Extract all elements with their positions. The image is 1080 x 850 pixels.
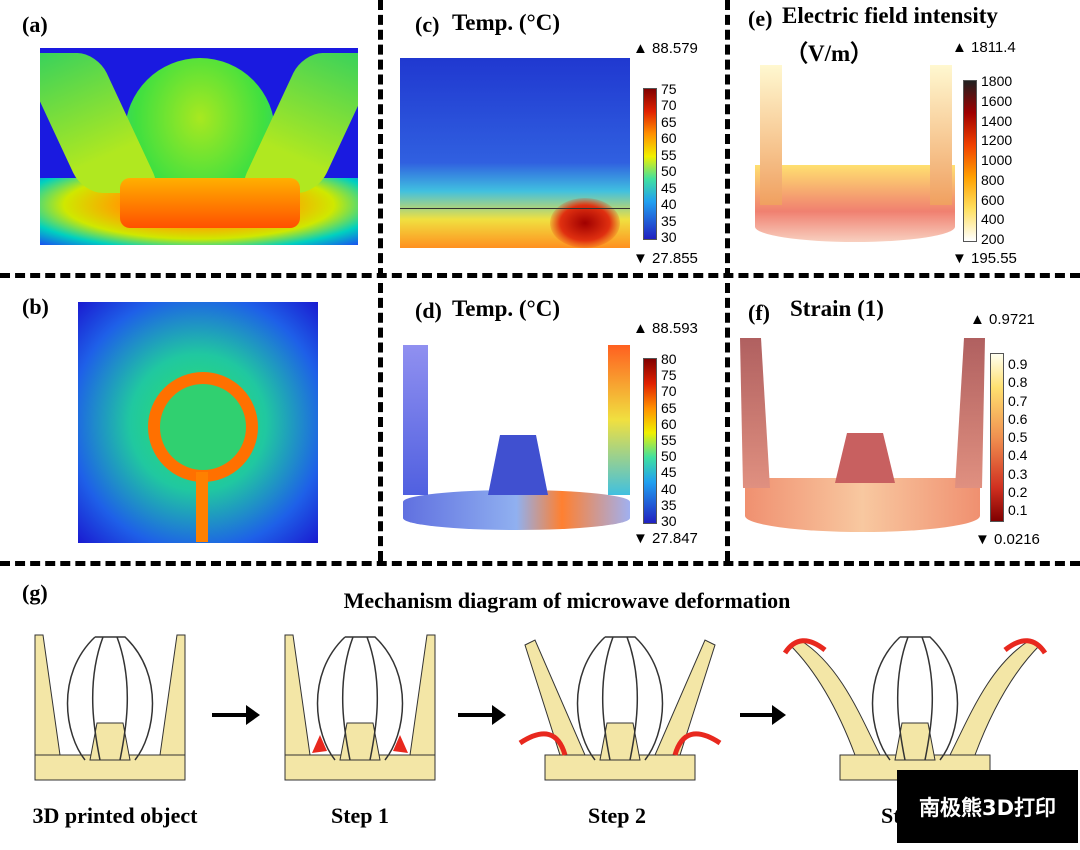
divider-horizontal-1 — [0, 273, 1080, 278]
tick: 0.7 — [1008, 392, 1028, 409]
tick: 70 — [661, 383, 677, 400]
caption-step-2: Step 2 — [587, 803, 647, 828]
panel-f-colorbar-ticks: 0.9 0.8 0.7 0.6 0.5 0.4 0.3 0.2 0.1 — [1008, 357, 1027, 517]
tick: 55 — [661, 431, 677, 448]
arrow-right-icon — [458, 705, 506, 725]
tick: 60 — [661, 415, 677, 432]
panel-d-min: ▼ 27.847 — [633, 530, 698, 547]
panel-e-colorbar — [963, 80, 977, 242]
panel-e-max: ▲ 1811.4 — [952, 39, 1016, 56]
tick: 1200 — [981, 132, 1013, 149]
panel-b-thermal-image — [78, 302, 318, 543]
panel-a-label: (a) — [22, 12, 48, 37]
tick: 55 — [661, 146, 677, 163]
panel-c-min: ▼ 27.855 — [633, 250, 698, 267]
panel-e-title: Electric field intensity — [782, 3, 998, 28]
tick: 0.3 — [1008, 465, 1028, 482]
mechanism-diagram — [34, 634, 1048, 781]
panel-b-label: (b) — [22, 294, 49, 319]
tick: 35 — [661, 496, 677, 513]
panel-e-unit: （V/m） — [785, 41, 874, 66]
tick: 45 — [661, 179, 677, 196]
tick: 1600 — [981, 92, 1013, 109]
tick: 0.5 — [1008, 429, 1028, 445]
tick: 0.1 — [1008, 502, 1028, 518]
panel-c-max: ▲ 88.579 — [633, 40, 698, 57]
panel-d-max: ▲ 88.593 — [633, 320, 698, 337]
panel-g-label: (g) — [22, 580, 48, 605]
tick: 65 — [661, 113, 677, 130]
panel-a-thermal-image — [40, 48, 358, 245]
tick: 1000 — [981, 152, 1013, 168]
panel-d-title: Temp. (°C) — [452, 296, 561, 321]
tick: 0.4 — [1008, 447, 1028, 464]
panel-c-colorbar-ticks: 75 70 65 60 55 50 45 40 35 30 — [661, 82, 677, 244]
panel-f-min: ▼ 0.0216 — [975, 531, 1040, 548]
object-step-3 — [782, 636, 1048, 781]
tick: 1800 — [981, 73, 1013, 89]
tick: 600 — [981, 191, 1005, 208]
panel-e-label: (e) — [748, 6, 773, 31]
tick: 75 — [661, 81, 677, 97]
panel-f-label: (f) — [748, 300, 770, 325]
panel-d-colorbar — [643, 358, 657, 524]
tick: 30 — [661, 228, 677, 245]
panel-d-simulation — [403, 345, 630, 530]
panel-f-colorbar — [990, 353, 1004, 522]
tick: 65 — [661, 399, 677, 416]
divider-vertical-2 — [725, 0, 730, 561]
tick: 45 — [661, 464, 677, 481]
panel-e-colorbar-ticks: 1800 1600 1400 1200 1000 800 600 400 200 — [981, 74, 1012, 246]
panel-f-title: Strain (1) — [790, 296, 884, 321]
arrow-right-icon — [212, 705, 260, 725]
panel-c-title: Temp. (°C) — [452, 10, 561, 35]
panel-d-label: (d) — [415, 298, 442, 323]
panel-c-simulation — [400, 58, 630, 248]
tick: 70 — [661, 97, 677, 114]
tick: 30 — [661, 512, 677, 529]
panel-e-min: ▼ 195.55 — [952, 250, 1017, 267]
tick: 40 — [661, 480, 677, 497]
tick: 40 — [661, 196, 677, 213]
tick: 35 — [661, 212, 677, 229]
tick: 200 — [981, 231, 1005, 247]
panel-f-simulation — [740, 338, 985, 532]
tick: 60 — [661, 130, 677, 147]
panel-d-colorbar-ticks: 80 75 70 65 60 55 50 45 40 35 30 — [661, 352, 677, 528]
panel-f-max: ▲ 0.9721 — [970, 311, 1035, 328]
divider-horizontal-2 — [0, 561, 1080, 566]
tick: 0.9 — [1008, 356, 1028, 372]
tick: 0.8 — [1008, 374, 1028, 391]
caption-3d-printed-object: 3D printed object — [32, 803, 198, 828]
tick: 80 — [661, 351, 677, 367]
watermark: 南极熊3D打印 — [897, 770, 1078, 843]
tick: 1400 — [981, 112, 1013, 129]
tick: 75 — [661, 367, 677, 384]
arrow-right-icon — [740, 705, 786, 725]
panel-g-title: Mechanism diagram of microwave deformati… — [343, 588, 791, 613]
object-3d-printed — [34, 634, 186, 781]
tick: 0.6 — [1008, 410, 1028, 427]
panel-c-label: (c) — [415, 12, 440, 37]
object-step-1 — [284, 634, 436, 781]
caption-step-1: Step 1 — [330, 803, 390, 828]
panel-c-colorbar — [643, 88, 657, 240]
panel-e-simulation — [755, 65, 955, 242]
tick: 50 — [661, 448, 677, 465]
tick: 50 — [661, 163, 677, 180]
tick: 800 — [981, 171, 1005, 188]
object-step-2 — [518, 636, 722, 781]
tick: 400 — [981, 211, 1005, 228]
tick: 0.2 — [1008, 483, 1028, 500]
divider-vertical-1 — [378, 0, 383, 561]
